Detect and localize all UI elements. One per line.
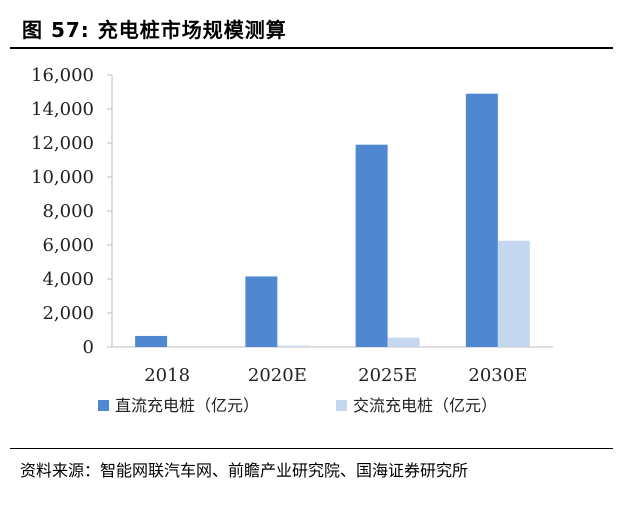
bar-ac bbox=[387, 337, 420, 347]
legend-swatch bbox=[336, 400, 347, 411]
bar-dc bbox=[245, 276, 278, 347]
y-tick-label: 12,000 bbox=[31, 133, 94, 154]
source-note: 资料来源：智能网联汽车网、前瞻产业研究院、国海证券研究所 bbox=[20, 461, 469, 480]
y-tick-label: 2,000 bbox=[42, 303, 94, 324]
bar-dc bbox=[465, 93, 498, 347]
y-tick-label: 16,000 bbox=[31, 65, 94, 86]
legend-label: 交流充电桩（亿元） bbox=[353, 396, 497, 415]
bar-chart: 0 2,000 4,000 6,000 8,000 10,000 12,000 14,000 1… bbox=[31, 65, 553, 415]
figure-header: 图 57: 充电桩市场规模测算 bbox=[10, 14, 613, 46]
legend-swatch bbox=[98, 400, 109, 411]
y-tick-label: 0 bbox=[83, 337, 94, 358]
x-tick-label: 2018 bbox=[144, 365, 190, 386]
title-divider bbox=[10, 47, 613, 49]
y-tick-label: 4,000 bbox=[42, 269, 94, 290]
bar-dc bbox=[355, 144, 388, 347]
x-tick-label: 2030E bbox=[468, 365, 527, 386]
bar-ac bbox=[277, 345, 310, 347]
legend-label: 直流充电桩（亿元） bbox=[115, 396, 259, 415]
y-tick-label: 10,000 bbox=[31, 167, 94, 188]
y-tick-label: 8,000 bbox=[42, 201, 94, 222]
source-divider bbox=[10, 448, 613, 449]
y-tick-label: 14,000 bbox=[31, 99, 94, 120]
figure-title: 图 57: 充电桩市场规模测算 bbox=[22, 18, 287, 42]
bar-dc bbox=[135, 335, 168, 347]
bar-ac bbox=[497, 240, 530, 347]
x-tick-label: 2020E bbox=[248, 365, 307, 386]
x-tick-label: 2025E bbox=[358, 365, 417, 386]
chart-area: 0 2,000 4,000 6,000 8,000 10,000 12,000 14,000 1… bbox=[0, 55, 623, 440]
y-tick-label: 6,000 bbox=[42, 235, 94, 256]
